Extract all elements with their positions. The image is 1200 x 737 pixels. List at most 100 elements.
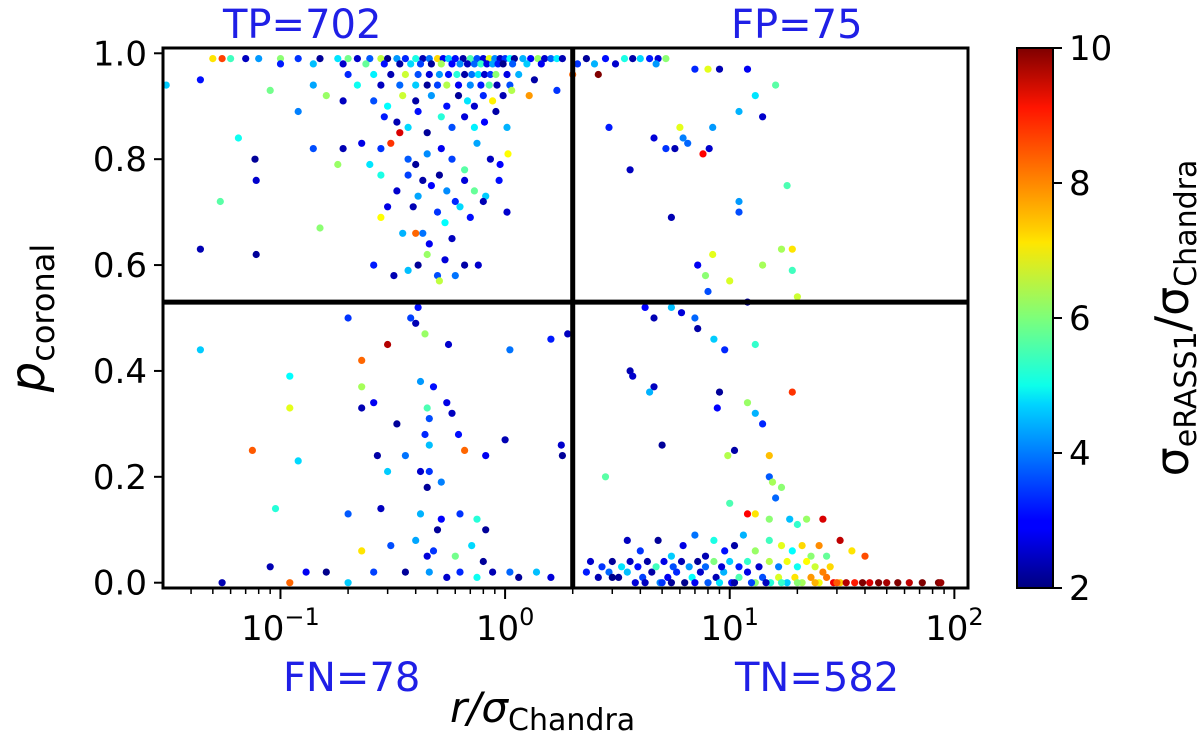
- quadrant-label-fp: FP=75: [731, 2, 863, 48]
- quadrant-label-tp: TP=702: [222, 2, 381, 48]
- scatter-point: [479, 197, 487, 206]
- scatter-point: [775, 573, 783, 582]
- scatter-point: [667, 579, 676, 587]
- scatter-point: [611, 60, 620, 68]
- scatter-point: [523, 60, 531, 68]
- scatter-point: [316, 55, 324, 63]
- scatter-point: [715, 579, 724, 587]
- scatter-point: [412, 229, 420, 237]
- scatter-point: [694, 261, 702, 269]
- scatter-point: [669, 563, 677, 571]
- scatter-point: [743, 65, 752, 73]
- scatter-point: [503, 70, 511, 79]
- scatter-point: [636, 547, 644, 555]
- scatter-point: [662, 55, 670, 63]
- scatter-point: [412, 55, 420, 63]
- scatter-point: [739, 531, 748, 539]
- colorbar-tick-label: 4: [1069, 434, 1091, 474]
- scatter-point: [537, 60, 545, 68]
- scatter-point: [479, 92, 487, 100]
- scatter-point: [294, 107, 302, 116]
- scatter-point: [751, 510, 759, 518]
- scatter-point: [377, 505, 385, 513]
- scatter-point: [652, 60, 660, 68]
- scatter-point: [667, 303, 676, 311]
- scatter-point: [582, 55, 591, 63]
- scatter-point: [735, 107, 743, 116]
- scatter-point: [444, 70, 453, 79]
- scatter-point: [601, 473, 610, 481]
- scatter-point: [384, 467, 392, 476]
- scatter-point: [803, 557, 811, 566]
- scatter-point: [286, 579, 294, 587]
- scatter-point: [618, 563, 626, 571]
- scatter-point: [474, 261, 482, 269]
- scatter-point: [586, 557, 595, 566]
- scatter-point: [759, 420, 767, 428]
- scatter-point: [485, 81, 493, 89]
- scatter-point: [373, 452, 381, 460]
- scatter-point: [701, 272, 710, 280]
- scatter-point: [353, 55, 361, 63]
- scatter-point: [489, 568, 497, 576]
- scatter-point: [404, 155, 412, 163]
- scatter-point: [407, 314, 415, 322]
- scatter-point: [648, 568, 656, 576]
- scatter-point: [688, 573, 696, 582]
- scatter-point: [468, 70, 476, 79]
- scatter-point: [423, 150, 431, 158]
- scatter-point: [751, 409, 759, 417]
- scatter-point: [875, 579, 883, 587]
- scatter-point: [823, 552, 831, 560]
- scatter-point: [437, 515, 445, 523]
- x-tick-label: 102: [925, 603, 984, 649]
- scatter-point: [393, 118, 401, 126]
- scatter-point: [339, 145, 347, 153]
- scatter-point: [709, 123, 717, 131]
- scatter-point: [762, 579, 770, 587]
- scatter-point: [730, 579, 739, 587]
- scatter-point: [718, 563, 726, 571]
- scatter-point: [234, 134, 242, 142]
- scatter-point: [482, 526, 490, 534]
- scatter-point: [429, 383, 438, 391]
- scatter-point: [486, 155, 494, 163]
- scatter-point: [451, 197, 459, 206]
- scatter-point: [461, 446, 469, 454]
- scatter-point: [393, 187, 401, 195]
- scatter-point: [833, 579, 841, 587]
- scatter-point: [443, 187, 451, 195]
- scatter-point: [276, 55, 285, 63]
- scatter-point: [482, 452, 490, 460]
- scatter-point: [623, 568, 631, 576]
- scatter-point: [456, 568, 464, 576]
- scatter-point: [777, 245, 786, 253]
- scatter-point: [309, 60, 317, 68]
- scatter-point: [387, 70, 395, 79]
- scatter-point: [496, 160, 504, 169]
- scatter-point: [759, 113, 767, 121]
- scatter-point: [344, 314, 352, 322]
- scatter-point: [506, 346, 514, 354]
- scatter-point: [433, 55, 442, 63]
- y-tick-label: 0.0: [93, 564, 147, 604]
- scatter-point: [302, 568, 310, 576]
- scatter-point: [652, 563, 660, 571]
- scatter-point: [362, 60, 370, 68]
- scatter-point: [866, 579, 874, 587]
- scatter-point: [448, 409, 456, 417]
- scatter-point: [751, 340, 759, 349]
- scatter-point: [401, 55, 409, 63]
- scatter-point: [765, 557, 773, 566]
- scatter-point: [209, 55, 217, 63]
- scatter-point: [474, 70, 482, 79]
- scatter-point: [679, 542, 687, 550]
- scatter-point: [777, 483, 786, 491]
- scatter-point: [252, 176, 260, 184]
- scatter-point: [662, 145, 670, 153]
- scatter-point: [765, 452, 773, 460]
- scatter-point: [858, 579, 867, 587]
- scatter-point: [677, 309, 686, 317]
- scatter-point: [710, 557, 718, 566]
- scatter-point: [466, 213, 474, 221]
